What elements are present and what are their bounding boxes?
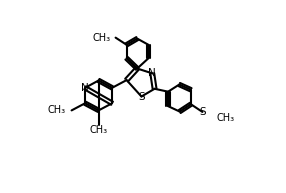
Text: S: S bbox=[199, 107, 206, 117]
Text: N: N bbox=[148, 68, 156, 78]
Text: CH₃: CH₃ bbox=[92, 33, 110, 43]
Text: N: N bbox=[81, 83, 89, 93]
Text: CH₃: CH₃ bbox=[216, 113, 235, 123]
Text: CH₃: CH₃ bbox=[90, 125, 108, 135]
Text: S: S bbox=[138, 91, 145, 102]
Text: CH₃: CH₃ bbox=[48, 105, 66, 115]
